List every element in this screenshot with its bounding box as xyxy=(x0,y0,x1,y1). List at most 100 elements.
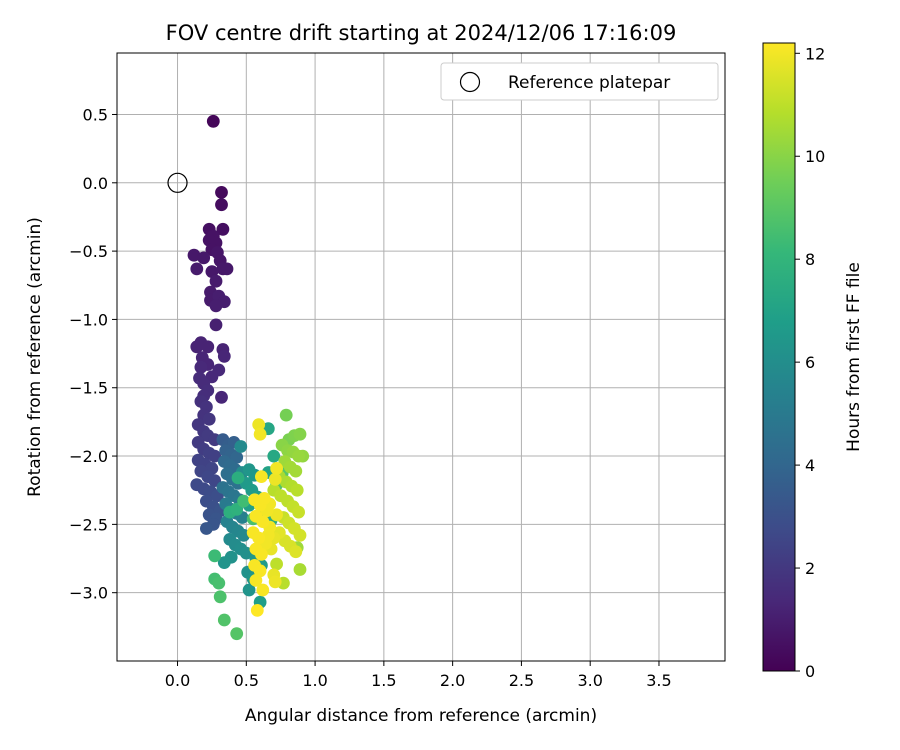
data-point-120 xyxy=(208,549,222,563)
data-point-32 xyxy=(194,360,208,374)
data-point-181 xyxy=(256,515,270,528)
colorbar-tick-label-2: 4 xyxy=(805,456,815,475)
data-point-170 xyxy=(253,427,267,441)
data-point-67 xyxy=(200,522,213,535)
data-point-177 xyxy=(255,470,268,483)
data-point-121 xyxy=(237,494,251,508)
legend-box xyxy=(440,62,719,101)
colorbar-tick-label-4: 8 xyxy=(805,250,815,269)
data-point-168 xyxy=(268,575,282,589)
data-point-16 xyxy=(190,262,204,276)
y-tick-label-3: −1.0 xyxy=(69,310,108,329)
x-tick-label-2: 1.0 xyxy=(302,671,327,690)
data-point-185 xyxy=(255,548,268,561)
data-point-97 xyxy=(239,546,253,560)
y-tick-label-4: −1.5 xyxy=(69,379,108,398)
colorbar-frame xyxy=(762,42,796,672)
data-point-133 xyxy=(293,427,307,441)
data-point-117 xyxy=(231,471,245,485)
y-axis-ticks: 0.5 0.0 −0.5 −1.0 −1.5 −2.0 −2.5 −3.0 xyxy=(69,105,117,603)
data-point-191 xyxy=(250,604,264,617)
chart-title: FOV centre drift starting at 2024/12/06 … xyxy=(166,21,677,45)
data-point-125 xyxy=(213,590,227,604)
x-axis-label: Angular distance from reference (arcmin) xyxy=(245,706,597,726)
data-point-50 xyxy=(208,449,222,463)
data-point-167 xyxy=(268,472,282,486)
data-point-187 xyxy=(253,564,267,578)
colorbar-ticks: 0 2 4 6 8 10 12 xyxy=(795,44,825,681)
data-point-161 xyxy=(289,545,303,559)
reference-platepar-marker xyxy=(167,172,188,193)
data-point-17 xyxy=(209,274,223,288)
y-tick-label-0: 0.5 xyxy=(83,105,108,124)
data-point-175 xyxy=(261,528,275,542)
data-point-28 xyxy=(217,349,231,363)
data-point-91 xyxy=(237,528,251,542)
data-point-22 xyxy=(209,299,223,313)
data-point-3 xyxy=(216,222,230,236)
data-point-12 xyxy=(197,251,211,265)
data-point-26 xyxy=(201,340,215,354)
data-point-14 xyxy=(220,262,234,276)
reference-layer xyxy=(167,172,188,193)
data-point-126 xyxy=(217,613,231,627)
data-point-169 xyxy=(270,508,283,522)
y-tick-label-1: 0.0 xyxy=(83,174,108,193)
colorbar-gradient xyxy=(763,43,795,671)
data-point-93 xyxy=(234,440,248,453)
colorbar-tick-label-3: 6 xyxy=(805,353,815,372)
data-point-158 xyxy=(293,528,307,542)
data-point-1 xyxy=(215,186,228,199)
data-point-114 xyxy=(267,449,281,463)
data-point-23 xyxy=(209,318,223,332)
legend: Reference platepar xyxy=(440,62,719,101)
colorbar-tick-label-0: 0 xyxy=(805,662,815,681)
colorbar-label: Hours from first FF file xyxy=(844,262,864,452)
data-point-42 xyxy=(202,412,216,426)
data-point-11 xyxy=(187,248,201,262)
data-point-100 xyxy=(217,556,231,569)
data-point-183 xyxy=(252,531,266,545)
x-tick-label-6: 3.0 xyxy=(577,671,602,690)
y-tick-label-5: −2.0 xyxy=(69,447,108,466)
data-point-15 xyxy=(205,265,219,278)
x-tick-label-1: 0.5 xyxy=(234,671,259,690)
data-point-189 xyxy=(256,583,270,597)
data-point-144 xyxy=(293,563,307,576)
colorbar: 0 2 4 6 8 10 12 Hours from first FF file xyxy=(762,42,864,681)
colorbar-tick-label-6: 12 xyxy=(805,44,825,63)
x-axis-ticks: 0.0 0.5 1.0 1.5 2.0 2.5 3.0 3.5 xyxy=(165,661,672,690)
x-tick-label-5: 2.5 xyxy=(509,671,534,690)
data-point-188 xyxy=(249,574,263,587)
data-point-142 xyxy=(289,464,303,478)
data-point-127 xyxy=(230,627,244,641)
x-tick-label-3: 1.5 xyxy=(371,671,396,690)
data-point-190 xyxy=(257,492,271,505)
data-point-171 xyxy=(270,462,283,475)
data-point-101 xyxy=(242,583,256,597)
y-tick-label-6: −2.5 xyxy=(69,515,108,534)
data-point-138 xyxy=(292,449,305,463)
colorbar-tick-label-1: 2 xyxy=(805,559,815,578)
data-point-130 xyxy=(279,408,293,422)
data-point-123 xyxy=(212,576,226,590)
colorbar-tick-label-5: 10 xyxy=(805,147,825,166)
x-tick-label-7: 3.5 xyxy=(646,671,671,690)
data-point-166 xyxy=(252,418,266,431)
y-axis-label: Rotation from reference (arcmin) xyxy=(25,217,45,497)
plot-frame xyxy=(116,52,726,662)
data-point-31 xyxy=(215,390,228,404)
data-point-147 xyxy=(290,483,304,497)
data-points xyxy=(187,114,310,641)
data-point-0 xyxy=(206,114,220,128)
data-point-152 xyxy=(270,557,283,571)
x-tick-label-4: 2.0 xyxy=(440,671,465,690)
legend-marker-reference xyxy=(459,71,481,93)
data-point-154 xyxy=(292,505,305,519)
x-tick-label-0: 0.0 xyxy=(165,671,190,690)
legend-label-reference: Reference platepar xyxy=(508,73,670,93)
data-point-2 xyxy=(215,198,228,212)
y-tick-label-2: −0.5 xyxy=(69,242,108,261)
y-tick-label-7: −3.0 xyxy=(69,584,108,603)
